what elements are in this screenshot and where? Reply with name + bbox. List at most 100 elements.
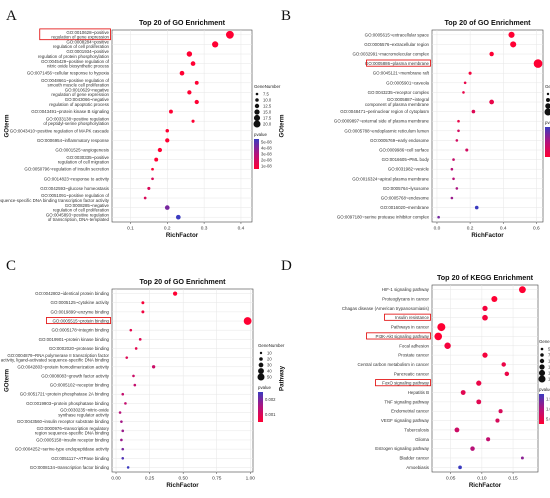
data-point [141,310,145,314]
panel-d: D Top 20 of KEGG Enrichment HIF-1 signalin… [279,258,550,489]
term-label: GO:0043410~positive regulation of MAPK c… [10,128,110,133]
term-label: GO:0071456~cellular response to hypoxia [27,71,110,76]
x-tick-label: 0.05 [446,476,456,482]
term-label: GO:0005102~receptor binding [50,383,110,388]
term-label: GO:0019901~protein kinase binding [39,337,110,342]
x-tick-label: 0.3 [201,226,208,232]
term-label: Glioma [415,437,429,442]
term-label: GO:0005615~extracellular space [365,32,430,37]
x-tick-label: 0.10 [477,476,487,482]
term-label: GO:0008284~positive regulation of cell pr… [53,40,110,50]
x-tick-label: 0.15 [508,476,518,482]
data-point [147,186,151,190]
highlight-box [384,313,431,321]
data-point [437,323,446,332]
color-legend-bar [254,139,259,169]
x-axis-title: RichFactor [471,232,504,239]
term-label: GO:0042593~glucose homeostasis [40,186,110,191]
size-legend-title: GeneNumber [254,84,281,89]
term-label: GO:0043560~insulin receptor substrate bi… [17,419,110,424]
data-point [482,352,488,358]
term-label: GO:0010628~positive regulation of gene ex… [51,30,109,40]
chart-title: Top 20 of GO Enrichment [139,277,226,286]
size-legend-dot [544,108,550,116]
data-point [476,399,482,405]
term-label: GO:0051721~protein phosphatase 2A bindin… [20,392,110,397]
data-point [520,456,524,460]
term-label: GO:0016605~PML body [382,157,430,162]
color-legend-label: 1.0e-07 [546,407,550,412]
term-label: GO:0097180~serine protease inhibitor com… [337,215,430,220]
term-label: GO:0005769~early endosome [370,138,430,143]
data-point [118,411,122,414]
term-label: GO:0002020~protease binding [49,346,110,351]
data-point [154,157,159,162]
term-label: Estrogen signaling pathway [375,446,430,451]
color-legend-label: 0.002 [265,397,276,402]
term-label: GO:0045429~positive regulation of nitric … [41,59,110,69]
term-label: GO:0005788~endoplasmic reticulum lumen [344,128,429,133]
highlight-box [366,332,431,340]
term-label: GO:0045893~positive regulation of transcr… [46,212,110,222]
data-point [458,465,462,470]
data-point [437,215,440,219]
plot-area [431,284,539,473]
size-legend-label: 15.0 [263,110,272,115]
data-point [482,314,488,321]
term-label: GO:0005178~integrin binding [52,328,110,333]
data-point [120,420,123,423]
data-point [141,301,145,305]
data-point [444,342,451,349]
data-point [508,31,515,38]
term-label: Endometrial cancer [391,409,429,414]
size-legend-dot [255,92,259,96]
term-label: GO:0043491~protein kinase B signaling [31,109,109,114]
data-point [225,30,234,39]
term-label: GO:0009897~external side of plasma membr… [334,119,430,124]
size-legend-label: 12.5 [263,104,272,109]
term-label: GO:0001934~positive regulation of protein… [38,49,110,59]
size-legend-label: 10.0 [263,98,272,103]
data-point [465,148,469,152]
x-axis-title: RichFactor [166,482,199,489]
y-axis-title: GOterm [4,368,11,392]
data-point [450,167,454,171]
data-point [190,61,196,66]
data-point [474,205,479,210]
term-label: FoxO signaling pathway [382,381,430,386]
data-point [460,390,466,395]
color-legend-title: pvalue [254,132,267,137]
size-legend-label: 12.5 [548,365,550,370]
highlight-box [366,59,431,67]
data-point [165,129,170,133]
data-point [179,70,185,76]
x-tick-label: 0.2 [467,226,474,232]
color-legend-label: 2e-08 [261,158,272,163]
term-label: GO:0042802~identical protein binding [35,291,109,296]
term-label: GO:0051091~positive regulation of sequenc… [0,193,110,203]
data-point [450,196,454,200]
term-label: GO:0005158~insulin receptor binding [36,437,109,442]
data-point [129,328,133,332]
size-legend-title: GeneNumber [545,84,550,89]
data-point [121,456,125,460]
data-point [165,138,170,143]
term-label: GO:0008134~transcription factor binding [30,465,110,470]
color-legend-label: 5e-08 [261,140,272,145]
data-point [151,365,156,369]
term-label: TNF signaling pathway [384,399,429,404]
term-label: Amoebiasis [406,465,429,470]
size-legend-dot [539,358,545,364]
data-point [125,356,129,359]
term-label: VEGF signaling pathway [381,418,430,423]
data-point [169,109,173,114]
size-legend-label: 10.0 [548,359,550,364]
term-label: GO:0010629~negative regulation of gene ex… [51,88,109,98]
data-point [457,119,460,123]
highlight-box [39,28,111,41]
data-point [470,446,475,451]
highlight-box [46,317,111,325]
data-point [126,466,130,469]
data-point [121,392,125,396]
term-label: Proteoglycans in cancer [382,297,429,302]
